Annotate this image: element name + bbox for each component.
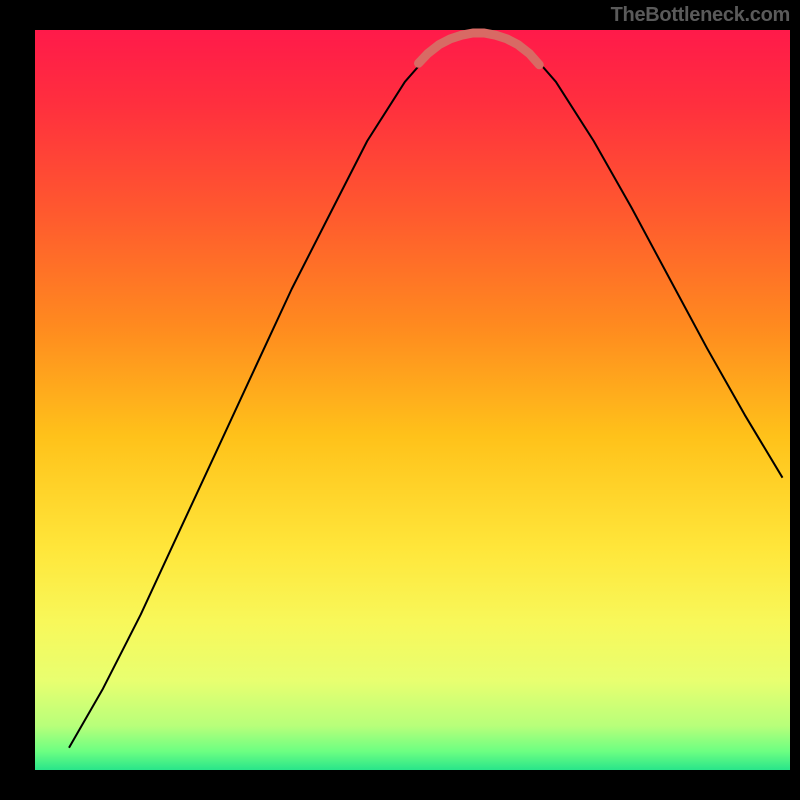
chart-background bbox=[35, 30, 790, 770]
bottleneck-chart bbox=[0, 0, 800, 800]
chart-svg bbox=[0, 0, 800, 800]
watermark-text: TheBottleneck.com bbox=[611, 4, 790, 27]
